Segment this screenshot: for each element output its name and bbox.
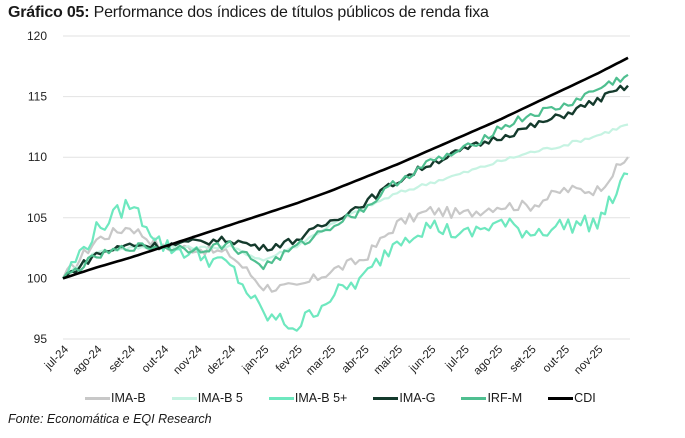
legend-label: IMA-B 5 [197,391,243,405]
series-line-ima-b-5 [62,172,629,332]
y-tick-label: 105 [27,211,47,225]
legend-swatch [85,396,110,400]
y-axis-ticks: 120 115 110 105 100 95 [27,29,47,346]
x-tick-label: jan-25 [240,344,272,376]
source-note: Fonte: Economática e EQI Research [8,412,212,426]
x-tick-label: jul-25 [443,344,472,373]
legend-label: IMA-G [399,391,436,405]
legend-item: IMA-B 5+ [268,391,348,405]
series-line-irf-m [62,73,629,280]
x-tick-label: out-24 [140,343,172,375]
x-axis-ticks: jul-24 ago-24 set-24 out-24 nov-24 dez-24 jan-… [42,343,605,378]
series-line-ima-g [62,84,629,280]
legend-swatch [548,396,574,400]
x-tick-label: set-24 [107,343,139,375]
legend-item: IMA-B 5 [171,391,243,405]
legend-swatch [171,396,197,400]
x-tick-label: dez-24 [205,343,239,377]
y-tick-label: 110 [28,150,47,164]
x-tick-label: mar-25 [304,344,338,378]
legend: IMA-B IMA-B 5 IMA-B 5+ IMA-G IRF-M CDI [85,391,622,405]
legend-item: IMA-G [373,391,435,405]
series-line-cdi [62,56,629,280]
legend-swatch [461,396,487,400]
series-lines [62,56,629,332]
legend-item: IMA-B [85,391,146,405]
chart-title: Gráfico 05: Performance dos índices de t… [8,4,489,22]
y-tick-label: 120 [27,29,47,43]
y-tick-label: 100 [27,271,47,285]
x-tick-label: set-25 [508,344,539,375]
legend-label: IMA-B [111,391,146,405]
x-tick-label: nov-25 [572,344,605,377]
chart-title-text: Performance dos índices de títulos públi… [89,4,489,21]
x-tick-label: jul-24 [42,343,72,373]
legend-swatch [373,396,399,400]
x-tick-label: nov-24 [171,343,205,377]
x-tick-label: out-25 [541,344,573,376]
x-tick-label: ago-24 [71,343,105,377]
legend-label: IMA-B 5+ [294,391,348,405]
x-tick-label: fev-25 [274,344,305,375]
x-tick-label: abr-25 [340,344,372,376]
y-tick-label: 115 [28,90,47,104]
x-tick-label: jun-25 [407,344,439,376]
y-tick-label: 95 [34,332,48,346]
x-tick-label: mai-25 [372,344,405,377]
legend-item: IRF-M [461,391,522,405]
x-tick-label: ago-25 [472,344,506,378]
series-line-ima-b [62,156,629,293]
legend-swatch [268,396,294,400]
chart-title-prefix: Gráfico 05: [8,4,90,21]
legend-label: CDI [574,391,596,405]
legend-item: CDI [548,391,596,405]
legend-label: IRF-M [487,391,523,405]
gridlines [63,35,630,340]
